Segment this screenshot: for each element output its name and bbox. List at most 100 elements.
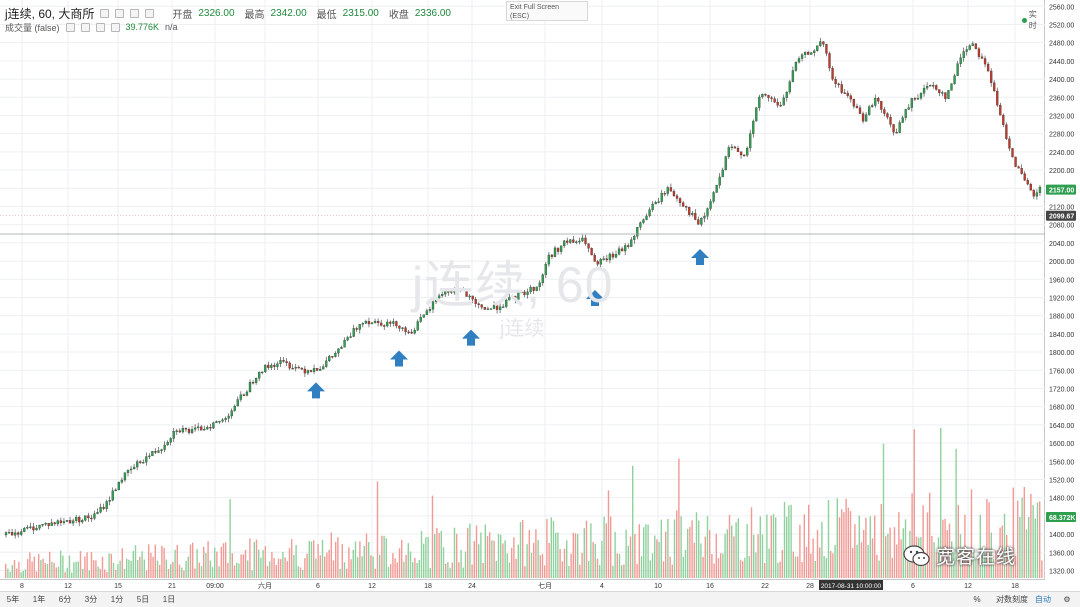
timeframe-button[interactable]: 1年 [32,595,46,604]
candle-body [807,51,810,55]
percent-scale-toggle[interactable]: % [973,595,981,604]
volume-bar [231,553,233,578]
volume-bar [759,516,761,578]
candle-body [919,93,923,99]
volume-bar [702,556,704,578]
candle-body [782,97,785,106]
candle-body [236,399,239,407]
legend-close-icon[interactable] [130,8,140,18]
volume-bar [183,570,185,578]
volume-bar [152,556,154,578]
volume-bar [570,553,572,578]
candle-body [206,427,209,430]
volume-label[interactable]: 成交量 (false) [5,22,60,33]
volume-bar [693,542,695,578]
timeframe-button[interactable]: 1日 [162,595,176,604]
highlight-arrow-icon [586,289,604,306]
volume-bar [460,549,462,578]
volume-bar [548,543,550,578]
candle-body [145,456,148,463]
legend-settings-icon[interactable] [115,8,125,18]
candle-body [230,410,233,417]
volume-bar [757,534,759,578]
volume-bar [302,569,304,578]
log-scale-toggle[interactable]: 对数刻度 [996,595,1028,604]
candle-body [111,490,114,501]
timeframe-button[interactable]: 3分 [84,595,98,604]
volume-bar [288,548,291,578]
candle-body [916,98,920,100]
volume-bar [339,568,341,578]
volume-bar [783,501,786,578]
candle-body [563,240,566,247]
volume-bar [480,532,482,578]
volume-bar [1001,525,1003,578]
volume-bar [706,516,709,578]
volume-bar [328,549,330,578]
candle-body [407,331,410,334]
volume-eye-icon[interactable] [65,22,75,32]
volume-bar [220,546,222,578]
settings-icon[interactable]: ⚙ [1063,595,1071,604]
candle-body [749,133,752,149]
volume-value: 39.776K [125,22,160,32]
candle-body [352,328,355,337]
symbol-title[interactable]: j连续, 60, 大商所 [5,6,95,21]
candle-body [825,44,828,54]
volume-bar [365,533,368,578]
timeframe-button[interactable]: 1分 [110,595,124,604]
volume-bar [678,458,680,578]
time-tick-label: 12 [964,583,972,590]
volume-bar [51,561,53,578]
candle-body [200,426,203,431]
volume-bar [167,569,170,578]
volume-bar [893,527,896,578]
volume-settings-icon[interactable] [80,22,90,32]
volume-bar [860,542,863,578]
volume-bar [350,559,352,578]
volume-close-icon[interactable] [95,22,105,32]
candle-body [184,428,188,430]
volume-bar [361,556,363,578]
candle-body [602,258,605,260]
volume-bar [130,560,132,578]
volume-bar [29,552,31,578]
timeframe-button[interactable]: 6分 [58,595,72,604]
candle-body [81,520,84,523]
price-chart[interactable]: 2560.00 2520.00 2480.00 2440.00 2400.00 2360.… [0,0,1080,591]
volume-bar [581,552,583,578]
volume-bar [440,530,442,578]
candle-body [285,361,288,364]
chart-area[interactable]: 2560.00 2520.00 2480.00 2440.00 2400.00 2360.… [0,0,1076,590]
volume-bar [1014,555,1017,578]
volume-bar [249,538,251,578]
volume-more-icon[interactable] [110,22,120,32]
exit-fullscreen-button[interactable]: Exit Full Screen (ESC) [506,1,588,21]
price-tick-label: 1360.00 [1049,550,1074,557]
volume-bar [874,515,876,578]
timeframe-button[interactable]: 5日 [136,595,150,604]
legend-more-icon[interactable] [145,8,155,18]
volume-bar [128,559,130,578]
volume-bar [172,561,174,578]
timeframe-button[interactable]: 5年 [6,595,20,604]
volume-bar [497,534,500,578]
volume-bar [687,528,689,578]
candle-body [855,106,859,108]
time-tick-label: 24 [468,583,476,590]
candle-body [1023,173,1026,181]
candle-body [590,248,593,256]
volume-bar [277,558,280,578]
auto-scale-toggle[interactable]: 自动 [1035,595,1051,604]
volume-bar [746,523,748,578]
price-tick-label: 1400.00 [1049,532,1074,539]
candle-body [1014,156,1017,167]
candle-body [840,84,843,93]
candle-body [35,528,38,531]
volume-bar [132,550,134,578]
legend-eye-icon[interactable] [100,8,110,18]
volume-bar [418,560,420,578]
candle-body [800,54,804,59]
volume-bar [808,504,810,578]
candle-body [120,479,124,483]
